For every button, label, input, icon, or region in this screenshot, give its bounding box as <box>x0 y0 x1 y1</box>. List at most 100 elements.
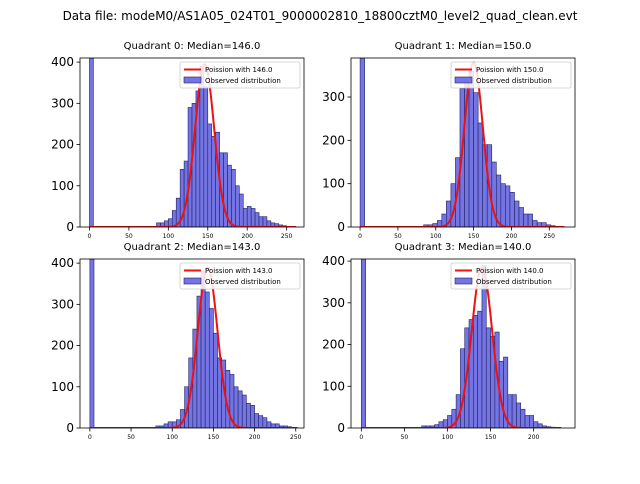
legend-bar-label: Observed distribution <box>476 278 552 286</box>
x-tick-label: 50 <box>401 434 409 441</box>
subplot-title: Quadrant 0: Median=146.0 <box>124 41 261 52</box>
poisson-curve <box>89 62 297 227</box>
y-tick-label: 300 <box>322 90 345 104</box>
histogram-bar <box>520 408 526 428</box>
legend-box <box>450 262 572 290</box>
legend-box <box>450 61 572 89</box>
histogram-bar <box>511 394 517 428</box>
poisson-curve <box>361 266 562 428</box>
y-tick-label: 300 <box>51 297 74 311</box>
x-tick-label: 150 <box>208 434 220 441</box>
x-tick-label: 100 <box>167 434 179 441</box>
histogram-bar <box>235 185 240 227</box>
legend-bar-swatch <box>183 277 202 285</box>
histogram-bar <box>233 386 239 428</box>
histogram-bar <box>211 136 216 227</box>
histogram-bar <box>262 216 268 227</box>
y-tick-label: 100 <box>322 177 345 191</box>
histogram-bar <box>258 415 264 428</box>
legend-line-label: Poission with 146.0 <box>205 66 273 74</box>
x-tick-label: 100 <box>430 233 442 240</box>
histogram-bar <box>361 259 366 428</box>
x-tick-label: 150 <box>468 233 480 240</box>
histogram-bar <box>481 264 487 428</box>
histogram-bar <box>523 213 529 227</box>
axes-frame <box>350 57 576 228</box>
subplot-title: Quadrant 3: Median=140.0 <box>395 242 532 253</box>
histogram-bar <box>203 86 209 227</box>
x-tick-label: 50 <box>127 434 135 441</box>
y-tick-label: 0 <box>337 421 345 435</box>
histogram-bar <box>246 402 251 428</box>
axes-frame <box>79 57 305 228</box>
plot-area <box>359 58 565 227</box>
x-tick-label: 250 <box>281 233 293 240</box>
y-tick-label: 300 <box>51 96 74 110</box>
histogram-bar <box>485 327 491 428</box>
poisson-curve <box>89 266 298 428</box>
legend-bar-swatch <box>454 76 473 84</box>
histogram-bar <box>262 417 268 428</box>
histogram-bar <box>254 413 260 428</box>
histogram-bar <box>207 123 213 227</box>
axes-frame <box>350 258 576 429</box>
y-tick-label: 100 <box>322 379 345 393</box>
histogram-bar <box>516 402 522 428</box>
subplot-title: Quadrant 2: Median=143.0 <box>124 242 261 253</box>
subplot-quadrant-2: 0 50 100 150 200 250 0 100 200 300 400 Quadrant 2: … <box>51 242 305 441</box>
histogram-bar <box>514 200 520 227</box>
y-tick-label: 300 <box>322 296 345 310</box>
histogram-bar <box>527 213 533 227</box>
histogram-bar <box>359 58 365 227</box>
x-tick-label: 150 <box>485 434 497 441</box>
x-tick-label: 200 <box>241 233 253 240</box>
subplot-quadrant-1: 0 50 100 150 200 250 0 100 200 300 Quadrant 1: Med… <box>322 41 576 240</box>
histogram-bar <box>242 208 248 227</box>
subplot-quadrant-0: 0 50 100 150 200 250 0 100 200 300 400 Quadrant 0: … <box>51 41 305 240</box>
histogram-bar <box>254 212 260 227</box>
chart-suptitle: Data file: modeM0/AS1A05_024T01_90000028… <box>63 9 578 23</box>
histogram-bar <box>204 291 210 428</box>
x-tick-label: 100 <box>163 233 175 240</box>
x-tick-label: 200 <box>249 434 261 441</box>
histogram-bar <box>477 310 483 428</box>
histogram-bar <box>477 122 483 227</box>
histogram-bar <box>505 185 511 227</box>
legend: Poission with 140.0 Observed distribution <box>450 262 572 290</box>
legend-bar-label: Observed distribution <box>205 77 281 85</box>
legend: Poission with 146.0 Observed distribution <box>179 61 301 89</box>
x-tick-label: 50 <box>125 233 133 240</box>
x-tick-label: 0 <box>88 233 92 240</box>
legend-bar-swatch <box>454 277 473 285</box>
histogram-bar <box>246 206 252 227</box>
histogram-bar <box>250 208 256 227</box>
histogram-bar <box>524 415 530 428</box>
x-tick-label: 250 <box>290 434 302 441</box>
histogram-bar <box>518 207 524 227</box>
y-tick-label: 0 <box>66 220 74 234</box>
histogram-bar <box>500 183 506 227</box>
histogram-bar <box>89 259 95 428</box>
plot-area <box>361 259 562 428</box>
histogram-bar <box>231 168 236 227</box>
histogram-bar <box>503 356 509 428</box>
histogram-bar <box>89 58 94 227</box>
legend-box <box>179 61 301 89</box>
legend-line-label: Poission with 150.0 <box>476 66 544 74</box>
histogram-bar <box>250 405 255 428</box>
x-tick-label: 100 <box>442 434 454 441</box>
y-tick-label: 0 <box>66 421 74 435</box>
histogram-bar <box>473 315 478 428</box>
histogram-bar <box>208 308 214 428</box>
y-tick-label: 0 <box>337 220 345 234</box>
legend: Poission with 143.0 Observed distribution <box>179 262 301 290</box>
y-tick-label: 200 <box>51 339 74 353</box>
x-tick-label: 250 <box>544 233 556 240</box>
histogram-bar <box>509 192 515 227</box>
subplot-quadrant-3: 0 50 100 150 200 0 100 200 300 400 Quadrant 3: Med… <box>322 242 576 441</box>
subplot-title: Quadrant 1: Median=150.0 <box>395 41 532 52</box>
y-tick-label: 400 <box>322 254 345 268</box>
histogram-bar <box>258 216 264 227</box>
